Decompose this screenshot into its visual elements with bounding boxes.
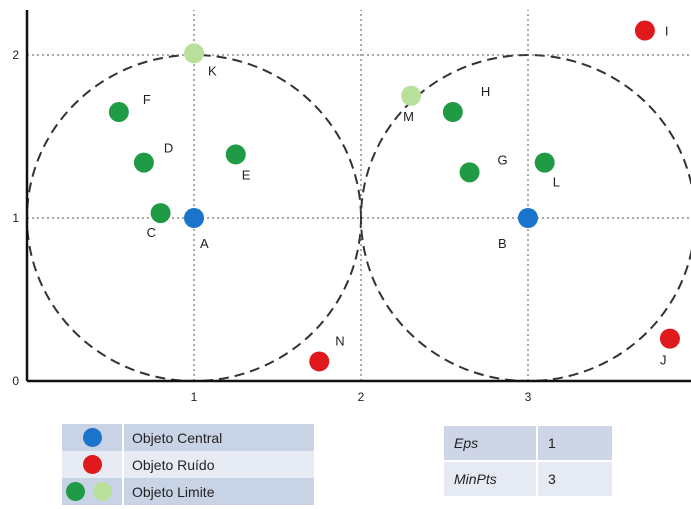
point-label-F: F <box>143 92 151 107</box>
point-label-K: K <box>208 63 217 78</box>
point-J <box>659 328 680 349</box>
legend-label-border: Objeto Limite <box>123 478 314 505</box>
point-B <box>518 208 538 228</box>
point-D <box>133 152 154 173</box>
point-N <box>309 351 330 372</box>
legend-label-noise: Objeto Ruído <box>123 451 314 478</box>
point-label-N: N <box>335 333 344 348</box>
legend-swatch-border <box>62 478 124 505</box>
point-label-G: G <box>498 152 508 167</box>
scatter-plot: 1234012ABCDEFGHLKMINJ <box>12 10 691 404</box>
param-row-minpts: MinPts 3 <box>444 461 612 498</box>
point-label-J: J <box>660 353 667 368</box>
legend-swatch-noise <box>62 451 124 478</box>
core-object-dot <box>83 428 102 447</box>
point-C <box>150 203 171 224</box>
parameters-table: Eps 1 MinPts 3 <box>444 426 612 498</box>
noise-object-dot <box>83 455 102 474</box>
point-H <box>442 102 463 123</box>
legend-table: Objeto Central Objeto Ruído Objeto Limit… <box>62 424 314 505</box>
border-object-light-dot <box>93 482 112 501</box>
legend-swatch-core <box>62 424 124 451</box>
point-L <box>534 152 555 173</box>
point-label-M: M <box>403 109 414 124</box>
param-row-eps: Eps 1 <box>444 426 612 462</box>
border-object-dark-dot <box>66 482 85 501</box>
point-label-L: L <box>553 175 560 190</box>
param-name-eps: Eps <box>444 426 538 462</box>
point-label-B: B <box>498 236 507 251</box>
point-A <box>184 208 204 228</box>
point-E <box>225 144 246 165</box>
point-label-D: D <box>164 141 173 156</box>
point-K <box>184 43 204 64</box>
point-M <box>401 85 422 106</box>
x-tick-label-3: 3 <box>525 390 532 404</box>
y-tick-label-1: 1 <box>12 211 19 225</box>
param-value-eps: 1 <box>537 426 612 462</box>
point-label-C: C <box>147 225 156 240</box>
point-label-A: A <box>200 236 209 251</box>
param-value-minpts: 3 <box>537 461 612 498</box>
legend-row-border: Objeto Limite <box>62 478 314 505</box>
point-I <box>634 20 655 41</box>
point-label-I: I <box>665 24 669 39</box>
y-tick-label-0: 0 <box>12 374 19 388</box>
x-tick-label-2: 2 <box>358 390 365 404</box>
point-label-H: H <box>481 84 490 99</box>
point-F <box>108 102 129 123</box>
legend-row-core: Objeto Central <box>62 424 314 451</box>
y-tick-label-2: 2 <box>12 48 19 62</box>
point-label-E: E <box>242 167 251 182</box>
x-tick-label-1: 1 <box>191 390 198 404</box>
legend-label-core: Objeto Central <box>123 424 314 451</box>
legend-row-noise: Objeto Ruído <box>62 451 314 478</box>
point-G <box>459 162 480 183</box>
param-name-minpts: MinPts <box>444 461 538 498</box>
